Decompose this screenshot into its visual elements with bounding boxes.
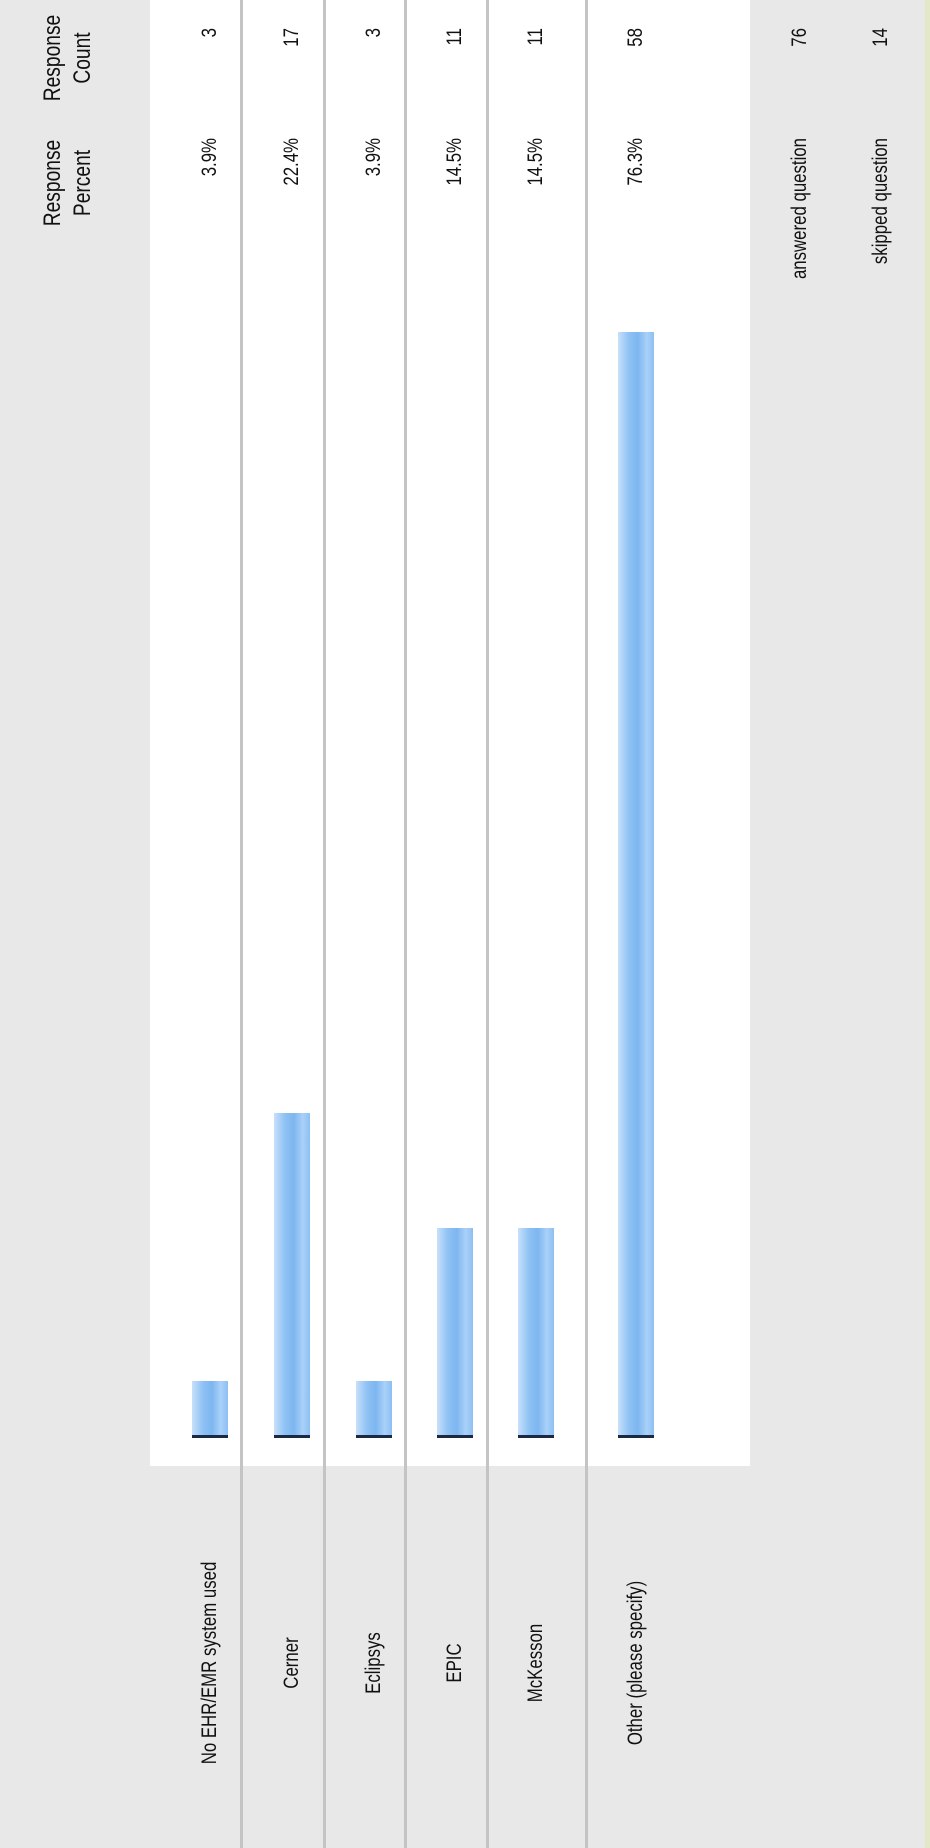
bar [274, 1113, 310, 1438]
bar [618, 331, 654, 1438]
summary-band [750, 0, 930, 1466]
percent-label: 14.5% [443, 138, 466, 186]
percent-label: 3.9% [362, 138, 385, 177]
response-percent-header-word1: Response [39, 139, 66, 227]
skipped-question-label: skipped question [869, 138, 892, 265]
category-label: Eclipsys [362, 1632, 385, 1694]
percent-label: 3.9% [198, 138, 221, 177]
count-label: 3 [198, 28, 221, 38]
percent-label: 22.4% [280, 138, 303, 186]
answered-question-label: answered question [788, 138, 811, 280]
percent-label: 14.5% [524, 138, 547, 186]
percent-label: 76.3% [624, 138, 647, 186]
row-divider [323, 0, 326, 1848]
row-divider [486, 0, 489, 1848]
bar [192, 1381, 228, 1438]
count-label: 3 [362, 28, 385, 38]
response-count-header-word2: Count [69, 32, 96, 84]
bar [356, 1381, 392, 1438]
count-label: 17 [280, 28, 303, 47]
row-divider [404, 0, 407, 1848]
response-count-header: Response Count [38, 10, 98, 106]
answered-question-value: 76 [788, 28, 811, 47]
category-label: Cerner [280, 1637, 303, 1689]
count-label: 58 [624, 28, 647, 47]
header-band [0, 0, 150, 1848]
count-label: 11 [443, 28, 466, 46]
count-label: 11 [524, 28, 547, 46]
response-percent-header-word2: Percent [69, 149, 96, 217]
response-percent-header: Response Percent [38, 123, 98, 243]
category-label: No EHR/EMR system used [198, 1561, 221, 1765]
response-count-header-word1: Response [39, 14, 66, 102]
category-label: Other (please specify) [624, 1580, 647, 1746]
skipped-question-value: 14 [869, 28, 892, 47]
row-divider [585, 0, 588, 1848]
accent-stripe [925, 0, 930, 1848]
bar [518, 1227, 554, 1438]
category-label: EPIC [443, 1643, 466, 1683]
category-label: McKesson [524, 1623, 547, 1703]
row-divider [240, 0, 243, 1848]
bar [437, 1227, 473, 1438]
